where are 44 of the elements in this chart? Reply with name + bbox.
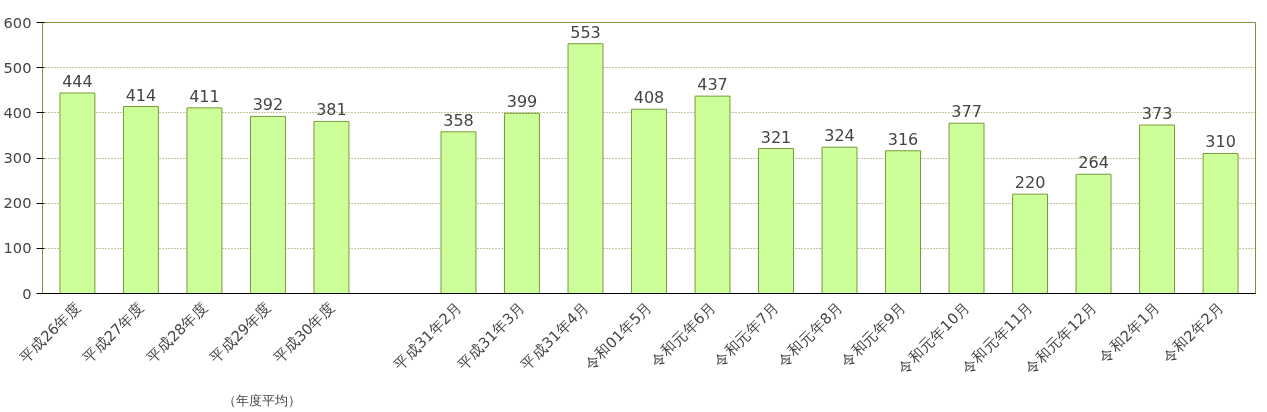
- data-label: 437: [697, 75, 728, 95]
- data-label: 373: [1141, 104, 1173, 124]
- bar: [1139, 124, 1176, 294]
- bar: [631, 108, 667, 294]
- bar: [313, 120, 350, 294]
- data-label: 414: [125, 85, 157, 105]
- data-label: 381: [316, 100, 347, 120]
- bar: [885, 150, 921, 294]
- data-label: 553: [570, 22, 601, 42]
- data-label: 411: [189, 86, 220, 106]
- bar: [504, 112, 540, 294]
- data-label: 444: [62, 71, 93, 91]
- data-label: 358: [443, 110, 474, 130]
- data-label: 321: [760, 127, 792, 147]
- data-label: 264: [1078, 153, 1109, 173]
- bar: [1012, 193, 1049, 294]
- y-tick-label: 200: [3, 194, 32, 212]
- data-label: 392: [252, 95, 284, 115]
- data-label: 399: [506, 92, 538, 112]
- bar: [694, 95, 731, 294]
- bar: [122, 106, 159, 294]
- y-tick-label: 600: [3, 13, 32, 31]
- bar: [948, 122, 985, 294]
- bar: [821, 146, 858, 294]
- data-label: 316: [887, 129, 919, 149]
- bar: [440, 131, 477, 294]
- y-tick-label: 400: [3, 103, 32, 121]
- bar: [1075, 173, 1112, 294]
- data-label: 324: [824, 126, 855, 146]
- y-tick-label: 100: [3, 239, 32, 257]
- bar: [758, 148, 794, 294]
- data-label: 310: [1205, 132, 1236, 152]
- y-tick-label: 300: [3, 149, 32, 166]
- y-tick-label: 0: [22, 284, 32, 302]
- bar: [249, 115, 286, 294]
- bar: [59, 92, 96, 294]
- y-tick-label: 500: [3, 58, 32, 76]
- bar: [186, 107, 223, 294]
- bar: [1202, 152, 1239, 294]
- data-label: 408: [633, 88, 665, 108]
- text: （年度平均）: [222, 392, 301, 408]
- data-label: 377: [951, 102, 982, 122]
- data-label: 220: [1014, 173, 1046, 193]
- bar: [567, 43, 604, 294]
